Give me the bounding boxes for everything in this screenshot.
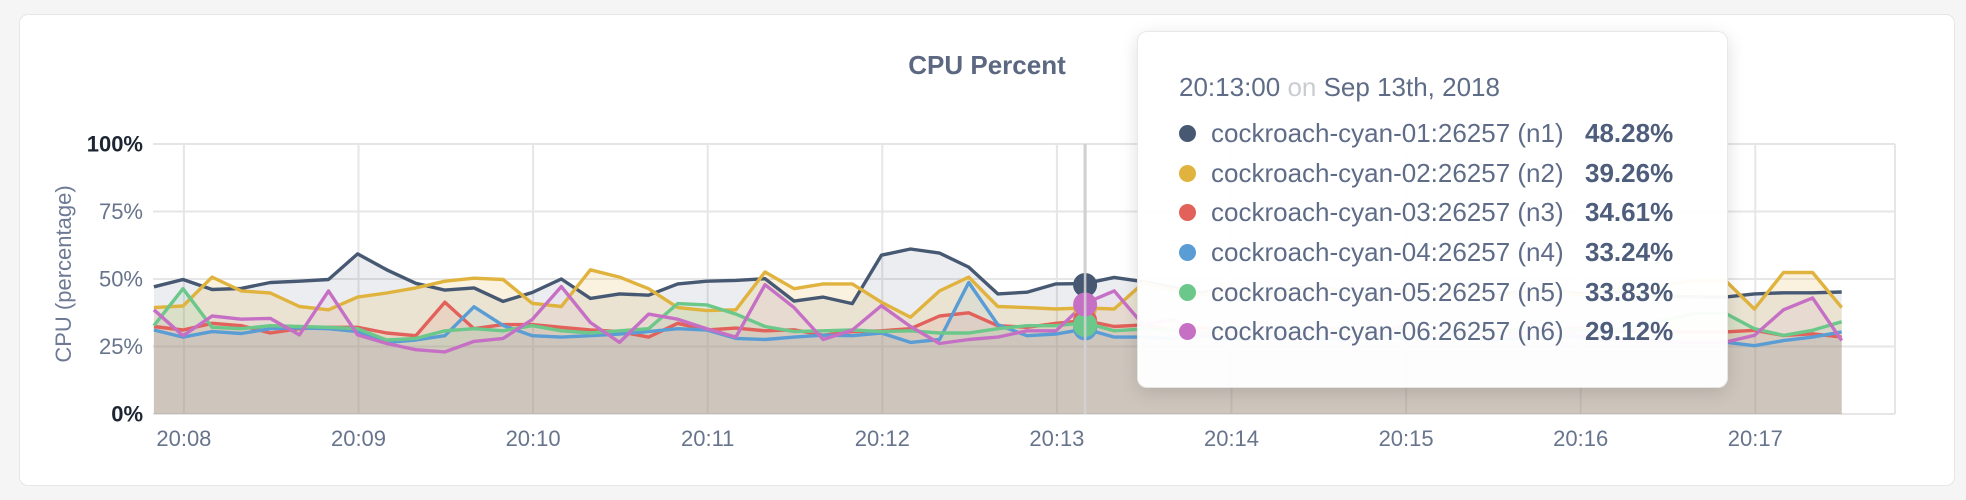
svg-text:20:15: 20:15 [1379,426,1434,451]
svg-text:20:17: 20:17 [1728,426,1783,451]
svg-text:20:11: 20:11 [681,426,734,451]
svg-text:50%: 50% [99,267,143,292]
svg-text:20:13: 20:13 [1029,426,1084,451]
svg-text:CPU (percentage): CPU (percentage) [51,185,76,362]
svg-text:20:12: 20:12 [855,426,910,451]
svg-text:20:14: 20:14 [1204,426,1259,451]
svg-text:25%: 25% [99,334,143,359]
svg-text:20:10: 20:10 [506,426,561,451]
svg-text:100%: 100% [87,132,143,157]
svg-text:20:16: 20:16 [1553,426,1608,451]
svg-text:20:08: 20:08 [156,426,211,451]
svg-text:0%: 0% [111,402,143,427]
svg-text:75%: 75% [99,199,143,224]
svg-text:20:09: 20:09 [331,426,386,451]
